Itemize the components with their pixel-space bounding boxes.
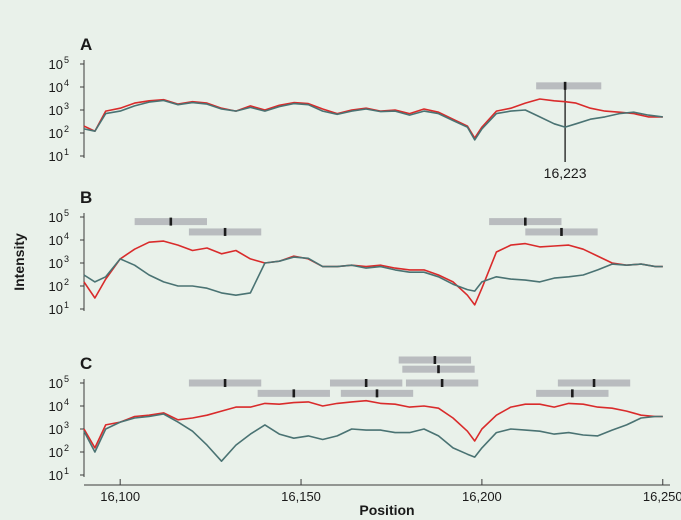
y-tick-exponent: 5: [64, 208, 69, 218]
y-axis-title: Intensity: [11, 233, 27, 291]
panel-label: B: [80, 188, 92, 207]
y-tick-label: 10: [49, 126, 63, 141]
series-line-gray: [83, 413, 663, 463]
y-tick-exponent: 2: [64, 277, 69, 287]
y-tick-label: 10: [49, 210, 63, 225]
series-line-gray: [83, 256, 663, 297]
x-axis-title: Position: [359, 502, 414, 518]
annotation-label: 16,223: [544, 165, 587, 181]
read-mark: [223, 379, 227, 387]
y-tick-exponent: 5: [64, 374, 69, 384]
read-mark: [433, 356, 437, 364]
y-tick-exponent: 1: [64, 147, 69, 157]
panel-label: C: [80, 354, 92, 373]
y-tick-exponent: 2: [64, 124, 69, 134]
read-mark: [292, 389, 296, 398]
y-tick-label: 10: [49, 103, 63, 118]
y-tick-exponent: 3: [64, 101, 69, 111]
read-mark: [223, 227, 227, 236]
x-tick-label: 16,250: [643, 489, 681, 504]
y-tick-label: 10: [49, 279, 63, 294]
read-mark: [524, 217, 527, 226]
y-tick-label: 10: [49, 376, 63, 391]
y-tick-label: 10: [49, 149, 63, 164]
y-tick-exponent: 3: [64, 420, 69, 430]
y-tick-label: 10: [49, 422, 63, 437]
read-mark: [563, 81, 567, 90]
y-tick-label: 10: [49, 399, 63, 414]
read-bar: [536, 82, 602, 90]
y-tick-exponent: 1: [64, 300, 69, 310]
series-line-gray: [83, 99, 663, 141]
x-tick-label: 16,200: [462, 489, 502, 504]
y-tick-label: 10: [49, 445, 63, 460]
x-tick-label: 16,150: [281, 489, 321, 504]
read-mark: [592, 379, 596, 387]
read-mark: [440, 379, 444, 387]
series-line-red: [83, 240, 663, 306]
read-mark: [571, 389, 574, 398]
y-tick-exponent: 4: [64, 78, 69, 88]
y-tick-label: 10: [49, 233, 63, 248]
read-mark: [169, 217, 173, 226]
y-tick-exponent: 3: [64, 254, 69, 264]
read-mark: [375, 389, 379, 398]
y-tick-label: 10: [49, 302, 63, 317]
x-tick-label: 16,100: [100, 489, 140, 504]
read-mark: [364, 379, 368, 387]
y-tick-label: 10: [49, 57, 63, 72]
read-mark: [560, 227, 563, 236]
y-tick-exponent: 4: [64, 231, 69, 241]
y-tick-exponent: 2: [64, 443, 69, 453]
y-tick-exponent: 4: [64, 397, 69, 407]
x-axis: 16,100 16,150 16,200 16,250: [84, 479, 681, 504]
series-line-red: [83, 399, 663, 449]
y-tick-exponent: 1: [64, 466, 69, 476]
read-mark: [437, 365, 440, 374]
series-line-red: [83, 98, 663, 139]
y-tick-label: 10: [49, 80, 63, 95]
panel-label: A: [80, 35, 92, 54]
y-tick-exponent: 5: [64, 55, 69, 65]
y-tick-label: 10: [49, 256, 63, 271]
y-tick-label: 10: [49, 468, 63, 483]
